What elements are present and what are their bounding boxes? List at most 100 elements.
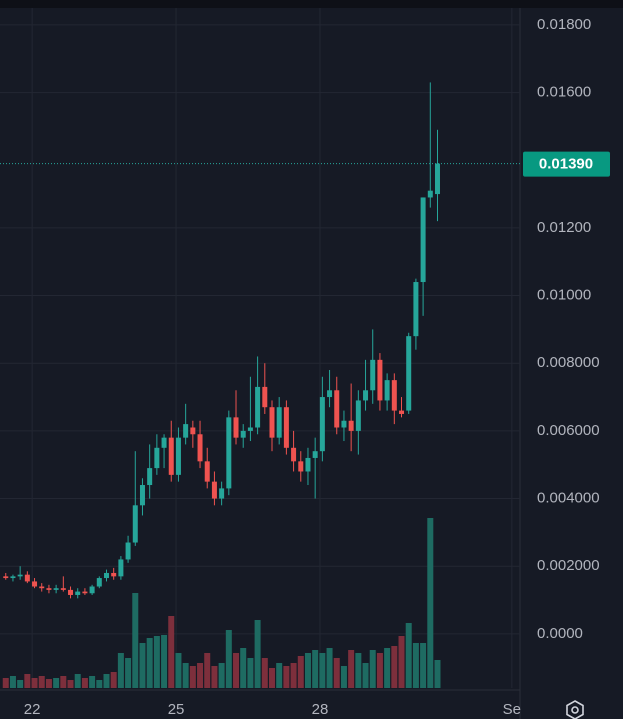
candle-body	[391, 380, 397, 411]
candle-body	[68, 589, 74, 595]
candle-body	[219, 488, 225, 499]
candle-body	[183, 424, 189, 438]
x-tick-label: 28	[312, 701, 329, 718]
volume-bar	[81, 678, 88, 688]
candle-body	[298, 461, 304, 472]
volume-bars	[2, 518, 441, 688]
candle-body	[269, 407, 275, 438]
volume-bar	[17, 680, 24, 688]
last-price-box	[523, 151, 610, 177]
volume-bar	[304, 653, 311, 688]
volume-bar	[89, 676, 96, 688]
candle-body	[24, 574, 30, 582]
candle-body	[147, 468, 153, 486]
y-tick-label: 0.008000	[537, 354, 600, 371]
candle-body	[434, 163, 440, 195]
candle-body	[283, 407, 289, 448]
candle-body	[75, 591, 81, 595]
volume-bar	[53, 678, 60, 688]
volume-bar	[24, 674, 31, 688]
y-tick-label: 0.01000	[537, 287, 591, 304]
volume-bar	[355, 653, 362, 688]
volume-bar	[362, 663, 369, 688]
volume-bar	[204, 653, 211, 688]
candle-body	[363, 390, 369, 401]
y-tick-label: 0.002000	[537, 557, 600, 574]
candle-body	[82, 591, 88, 594]
volume-bar	[412, 643, 419, 688]
volume-bar	[60, 676, 67, 688]
volume-bar	[312, 650, 319, 688]
volume-bar	[290, 663, 297, 688]
candle-body	[32, 581, 38, 587]
volume-bar	[225, 630, 232, 688]
candle-body	[233, 417, 239, 438]
candle-body	[175, 437, 181, 475]
candle-body	[291, 447, 297, 462]
volume-bar	[197, 663, 204, 688]
candle-body	[355, 400, 361, 431]
volume-bar	[103, 674, 110, 688]
volume-bar	[67, 680, 74, 688]
candles	[3, 82, 440, 599]
candle-body	[125, 542, 131, 560]
volume-bar	[427, 518, 434, 688]
candle-body	[190, 427, 196, 435]
candle-body	[197, 434, 203, 462]
candle-body	[319, 397, 325, 452]
candle-body	[168, 437, 174, 475]
volume-bar	[139, 643, 146, 688]
settings-hexagon	[566, 700, 584, 719]
volume-bar	[233, 653, 240, 688]
top-bar	[0, 0, 623, 8]
candle-body	[154, 447, 160, 469]
candle-body	[103, 572, 109, 579]
candle-body	[132, 505, 138, 543]
volume-bar	[240, 648, 247, 688]
volume-bar	[74, 674, 81, 688]
candle-body	[348, 420, 354, 431]
last-price-label: 0.01390	[539, 156, 593, 173]
volume-bar	[189, 666, 196, 688]
volume-bar	[247, 658, 254, 688]
candle-body	[211, 481, 217, 499]
candle-body	[413, 282, 419, 337]
volume-bar	[348, 650, 355, 688]
volume-bar	[146, 638, 153, 688]
volume-bar	[211, 666, 218, 688]
volume-bar	[297, 656, 304, 688]
volume-bar	[434, 660, 441, 688]
volume-bar	[254, 620, 261, 688]
candle-body	[39, 586, 45, 589]
candle-body	[427, 190, 433, 198]
candle-body	[370, 359, 376, 391]
volume-bar	[2, 678, 9, 688]
y-tick-label: 0.004000	[537, 490, 600, 507]
grid	[0, 8, 520, 688]
volume-bar	[161, 635, 168, 688]
volume-bar	[391, 646, 398, 688]
volume-bar	[384, 648, 391, 688]
volume-bar	[326, 648, 333, 688]
volume-bar	[319, 653, 326, 688]
volume-bar	[9, 676, 16, 688]
settings-icon[interactable]	[566, 700, 584, 719]
candle-body	[118, 559, 124, 577]
candle-body	[312, 451, 318, 458]
candle-body	[240, 430, 246, 438]
volume-bar	[369, 650, 376, 688]
candle-body	[89, 586, 95, 594]
candle-body	[46, 588, 52, 590]
candle-body	[399, 410, 405, 414]
candle-body	[53, 588, 59, 590]
volume-bar	[276, 663, 283, 688]
volume-bar	[45, 679, 52, 688]
candle-body	[262, 386, 268, 408]
volume-bar	[31, 678, 38, 688]
volume-bar	[168, 616, 175, 688]
volume-bar	[38, 676, 45, 688]
volume-bar	[110, 672, 117, 688]
candle-body	[10, 576, 16, 579]
